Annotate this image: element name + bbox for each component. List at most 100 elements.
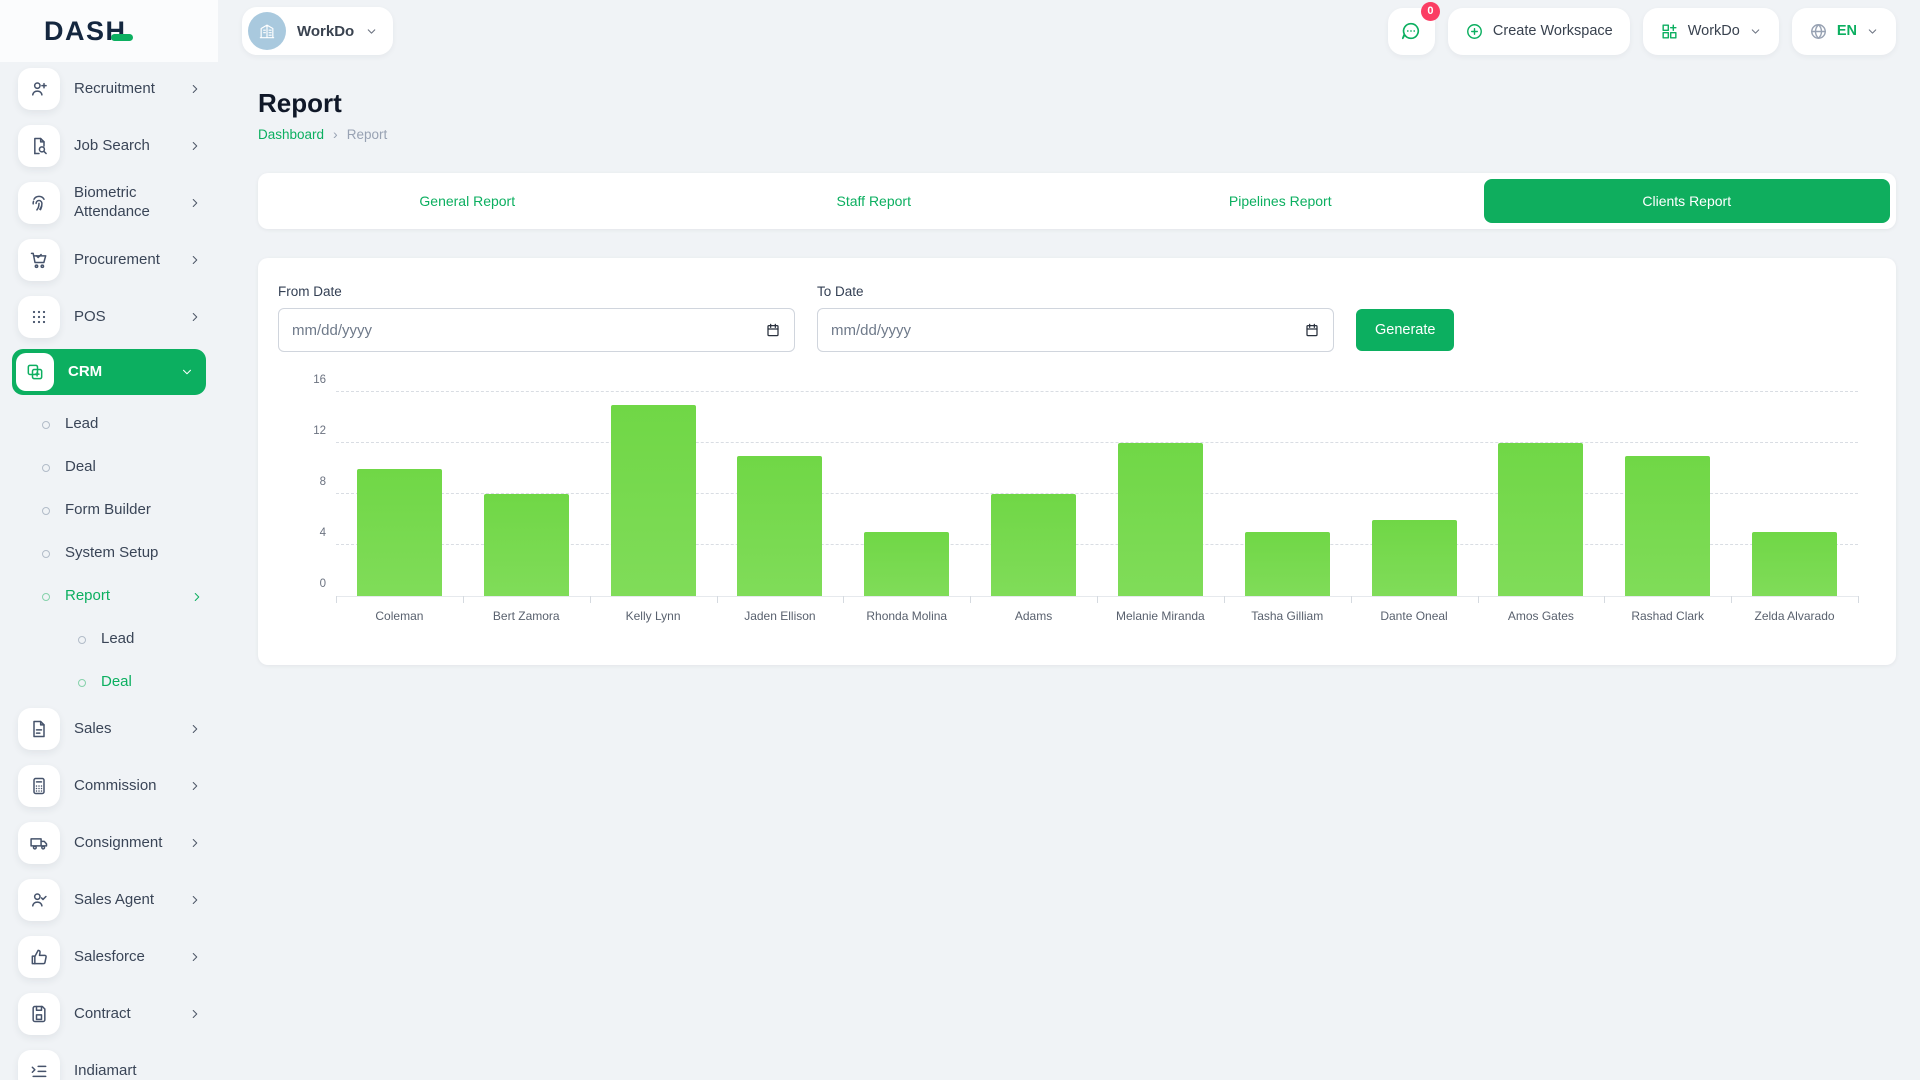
x-axis-label: Amos Gates xyxy=(1507,609,1574,623)
chevron-down-icon xyxy=(180,365,194,379)
bar-slot xyxy=(590,392,717,596)
topbar: WorkDo 0 Create Workspace WorkDo EN xyxy=(218,0,1920,62)
sidebar-item-pos[interactable]: POS xyxy=(12,292,208,342)
sidebar-item-lead[interactable]: Lead xyxy=(12,618,208,661)
bar-slot xyxy=(1604,392,1731,596)
messages-badge: 0 xyxy=(1420,1,1440,21)
calendar-icon[interactable] xyxy=(1304,322,1320,338)
from-date-input[interactable] xyxy=(292,321,765,339)
calendar-icon[interactable] xyxy=(765,322,781,338)
plus-circle-icon xyxy=(1465,22,1484,41)
workspace-avatar xyxy=(248,12,286,50)
bar-dante-oneal xyxy=(1371,519,1457,596)
chevron-right-icon xyxy=(188,310,202,324)
sidebar-item-recruitment[interactable]: Recruitment xyxy=(12,64,208,114)
chevron-right-icon xyxy=(188,836,202,850)
sidebar-item-job-search[interactable]: Job Search xyxy=(12,121,208,171)
x-axis-tick xyxy=(1731,596,1733,603)
language-selector[interactable]: EN xyxy=(1791,7,1896,55)
chevron-down-icon xyxy=(1749,25,1762,38)
page-title: Report xyxy=(258,88,342,118)
person-plus-icon xyxy=(18,68,60,110)
sidebar-item-form-builder[interactable]: Form Builder xyxy=(12,489,208,532)
x-axis-tick xyxy=(1604,596,1606,603)
messages-button[interactable]: 0 xyxy=(1387,1,1440,55)
grid-plus-icon xyxy=(1660,22,1679,41)
file-icon xyxy=(18,708,60,750)
x-axis-tick xyxy=(336,596,337,603)
thumbs-up-icon xyxy=(18,936,60,978)
bullet-icon xyxy=(42,592,50,601)
clients-report-panel: From Date To Date Generate 0 4 8 12 16 xyxy=(258,258,1896,665)
sidebar-item-salesforce[interactable]: Salesforce xyxy=(12,932,208,982)
workspace-switcher[interactable]: WorkDo xyxy=(242,7,394,55)
sidebar-item-sales-agent[interactable]: Sales Agent xyxy=(12,875,208,925)
chevron-right-icon xyxy=(188,950,202,964)
sidebar-item-contract[interactable]: Contract xyxy=(12,989,208,1039)
sidebar-item-indiamart[interactable]: Indiamart xyxy=(12,1046,208,1080)
bar-jaden-ellison xyxy=(737,455,823,596)
bar-slot xyxy=(843,392,970,596)
breadcrumb: Dashboard › Report xyxy=(258,126,1896,142)
create-workspace-label: Create Workspace xyxy=(1492,23,1613,39)
tab-clients-report[interactable]: Clients Report xyxy=(1483,179,1890,223)
y-axis-tick-label: 12 xyxy=(313,425,326,437)
bar-slot xyxy=(1097,392,1224,596)
from-date-field xyxy=(278,308,795,352)
gridline xyxy=(336,442,1858,443)
tab-general-report[interactable]: General Report xyxy=(419,193,516,209)
logo-dash-accent xyxy=(110,33,133,41)
x-axis-tick xyxy=(462,596,464,603)
sidebar-item-commission[interactable]: Commission xyxy=(12,761,208,811)
sidebar-item-biometric-attendance[interactable]: Biometric Attendance xyxy=(12,178,208,228)
x-axis-label: Jaden Ellison xyxy=(744,609,816,623)
chevron-right-icon xyxy=(188,196,202,210)
bar-kelly-lynn xyxy=(610,404,696,596)
sidebar-item-crm[interactable]: CRM xyxy=(12,349,206,395)
tab-staff-report[interactable]: Staff Report xyxy=(836,193,911,209)
sidebar-item-lead[interactable]: Lead xyxy=(12,403,208,446)
app-logo[interactable]: DASH xyxy=(0,0,218,62)
bar-coleman xyxy=(356,468,442,596)
x-axis-tick xyxy=(1477,596,1479,603)
bar-slot xyxy=(463,392,590,596)
chevron-right-icon xyxy=(188,722,202,736)
sidebar: DASH Recruitment Job Search Biometric Atte… xyxy=(0,0,218,1080)
sidebar-item-system-setup[interactable]: System Setup xyxy=(12,532,208,575)
breadcrumb-dashboard-link[interactable]: Dashboard xyxy=(258,126,325,142)
gridline xyxy=(336,493,1858,494)
sidebar-item-sales[interactable]: Sales xyxy=(12,704,208,754)
chevron-right-icon xyxy=(188,82,202,96)
chevron-down-icon xyxy=(365,25,378,38)
bullet-icon xyxy=(42,463,50,472)
bullet-icon xyxy=(42,549,50,558)
bullet-icon xyxy=(78,678,86,687)
chevron-down-icon xyxy=(1866,25,1879,38)
sidebar-item-procurement[interactable]: Procurement xyxy=(12,235,208,285)
file-search-icon xyxy=(18,125,60,167)
chevron-right-icon xyxy=(190,590,204,604)
generate-button[interactable]: Generate xyxy=(1356,309,1455,351)
create-workspace-button[interactable]: Create Workspace xyxy=(1447,7,1630,55)
globe-icon xyxy=(1809,22,1828,41)
y-axis-tick-label: 0 xyxy=(319,578,326,590)
bar-bert-zamora xyxy=(483,494,569,596)
bar-slot xyxy=(336,392,463,596)
sidebar-item-consignment[interactable]: Consignment xyxy=(12,818,208,868)
sidebar-item-deal[interactable]: Deal xyxy=(12,446,208,489)
chevron-right-icon xyxy=(188,253,202,267)
y-axis-tick-label: 8 xyxy=(319,476,326,488)
tab-pipelines-report[interactable]: Pipelines Report xyxy=(1228,193,1332,209)
cart-icon xyxy=(18,239,60,281)
breadcrumb-separator-icon: › xyxy=(333,126,338,142)
y-axis-tick-label: 16 xyxy=(313,374,326,386)
workdo-menu-button[interactable]: WorkDo xyxy=(1642,7,1779,55)
sidebar-item-report[interactable]: Report xyxy=(12,575,208,618)
sidebar-item-deal[interactable]: Deal xyxy=(12,661,208,704)
logo-text: DASH xyxy=(44,15,127,46)
chat-icon xyxy=(1400,20,1422,42)
x-axis-label: Dante Oneal xyxy=(1380,609,1448,623)
to-date-input[interactable] xyxy=(831,321,1304,339)
bullet-icon xyxy=(42,506,50,515)
grid-dots-icon xyxy=(18,296,60,338)
